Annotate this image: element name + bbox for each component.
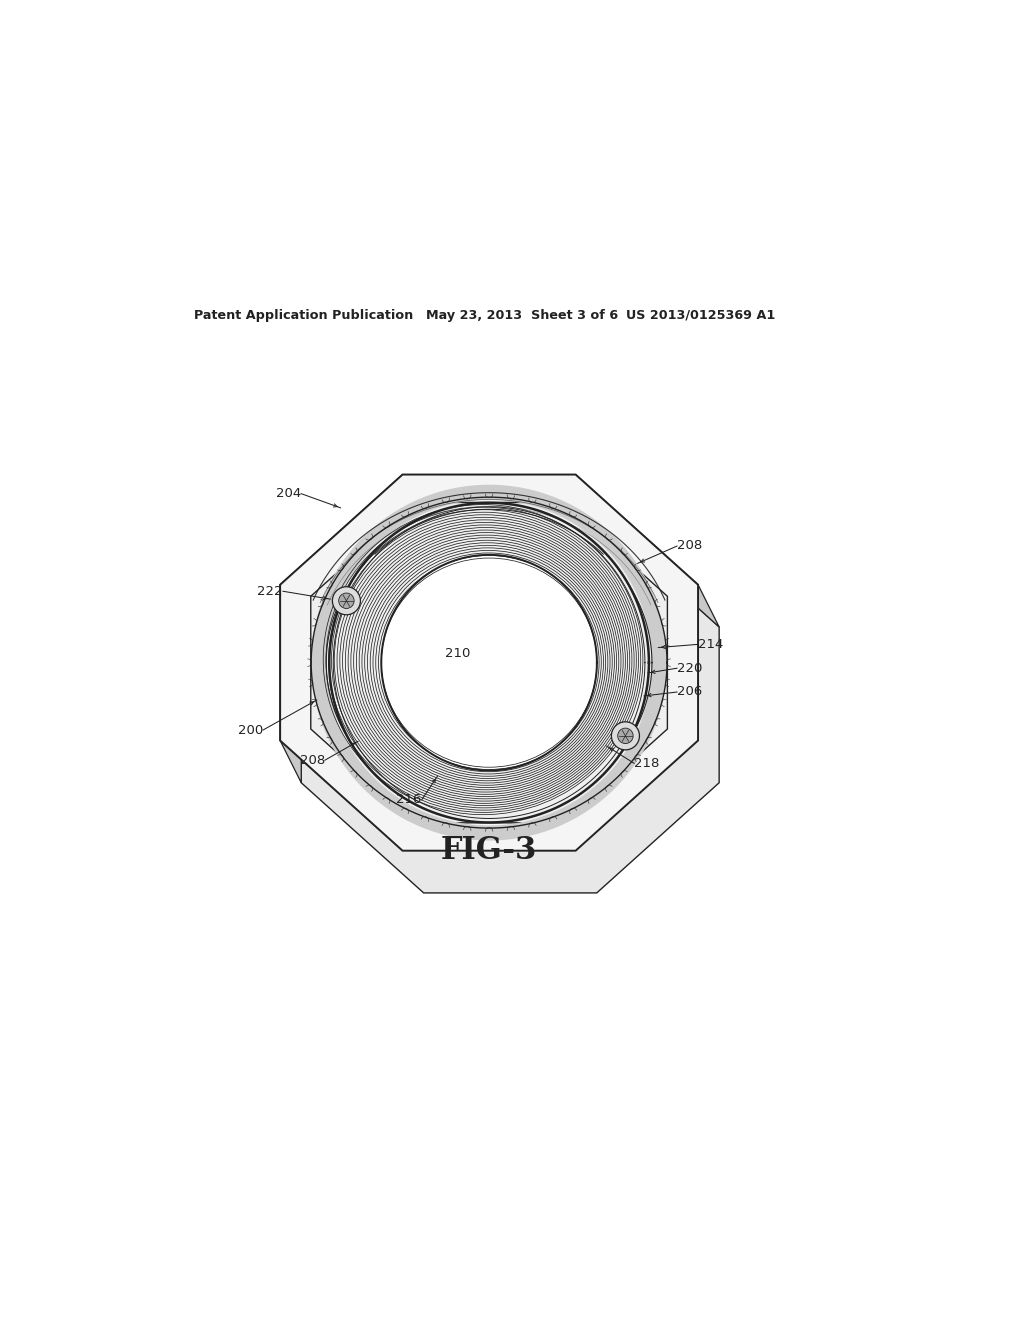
Polygon shape xyxy=(281,475,424,627)
Text: 206: 206 xyxy=(677,685,702,698)
Text: 204: 204 xyxy=(275,487,301,500)
Text: FIG-3: FIG-3 xyxy=(441,836,538,866)
Polygon shape xyxy=(301,517,719,892)
Polygon shape xyxy=(402,475,597,517)
Circle shape xyxy=(339,593,354,609)
Text: US 2013/0125369 A1: US 2013/0125369 A1 xyxy=(627,309,775,322)
Text: 200: 200 xyxy=(238,723,263,737)
Text: 216: 216 xyxy=(396,793,422,807)
Text: 208: 208 xyxy=(300,754,325,767)
Text: 214: 214 xyxy=(697,638,723,651)
Circle shape xyxy=(381,554,597,771)
Polygon shape xyxy=(281,585,301,783)
Text: May 23, 2013  Sheet 3 of 6: May 23, 2013 Sheet 3 of 6 xyxy=(426,309,617,322)
Text: 222: 222 xyxy=(257,585,283,598)
Polygon shape xyxy=(310,503,668,822)
Text: 210: 210 xyxy=(444,647,470,660)
Text: Patent Application Publication: Patent Application Publication xyxy=(194,309,413,322)
Text: 218: 218 xyxy=(634,756,659,770)
Circle shape xyxy=(333,586,360,615)
Circle shape xyxy=(611,722,639,750)
Polygon shape xyxy=(575,475,719,627)
Polygon shape xyxy=(281,475,698,850)
Circle shape xyxy=(617,729,633,743)
Text: 208: 208 xyxy=(677,540,702,553)
Text: 220: 220 xyxy=(677,661,702,675)
